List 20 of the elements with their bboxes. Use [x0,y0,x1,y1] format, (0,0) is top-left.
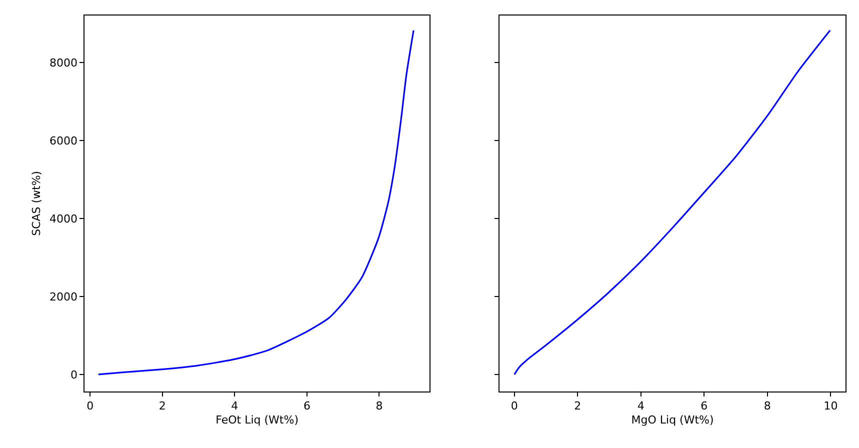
x-tick-label: 4 [231,400,238,413]
x-tick-label: 2 [574,400,582,413]
x-axis-title: MgO Liq (Wt%) [631,414,714,427]
x-tick-label: 8 [764,400,771,413]
x-tick-label: 0 [510,400,518,413]
y-tick-label: 2000 [49,290,78,304]
x-tick-label: 6 [700,400,708,413]
y-tick-label: 8000 [49,56,78,70]
x-tick-label: 0 [86,400,94,413]
x-tick-label: 2 [158,400,166,413]
x-tick-label: 6 [303,400,310,413]
y-tick-label: 0 [70,368,78,382]
y-tick-label: 6000 [49,134,78,148]
x-tick-label: 8 [376,400,383,413]
x-axis-title: FeOt Liq (Wt%) [216,414,299,427]
y-tick-label: 4000 [49,212,78,226]
line-series [98,30,414,376]
x-tick-label: 4 [637,400,644,413]
y-axis-title: SCAS (wt%) [30,170,44,236]
x-tick-label: 10 [824,400,838,413]
